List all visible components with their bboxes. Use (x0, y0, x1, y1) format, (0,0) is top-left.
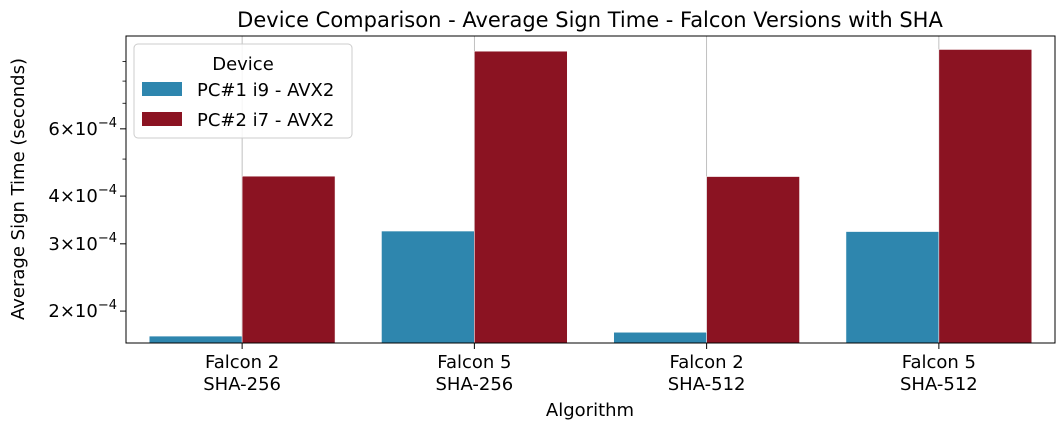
legend-title: Device (212, 54, 274, 75)
chart-title: Device Comparison - Average Sign Time - … (237, 8, 943, 32)
y-tick-label: 3×10−4 (48, 231, 117, 255)
bar-series1-4 (845, 231, 940, 344)
x-tick-label: SHA-256 (203, 374, 281, 395)
x-tick-label: SHA-512 (668, 374, 746, 395)
bar-series2-1 (241, 175, 336, 344)
legend-swatch-pc2 (142, 112, 182, 126)
y-axis: 2×10−4 3×10−4 4×10−4 6×10−4 (48, 61, 126, 322)
plot-frame (125, 35, 1056, 344)
bars (148, 49, 1033, 344)
bar-series1-2 (381, 230, 475, 344)
x-tick-label: SHA-512 (900, 374, 978, 395)
y-tick-label: 6×10−4 (48, 116, 117, 140)
y-tick-label: 2×10−4 (48, 298, 117, 322)
x-tick-label: Falcon 5 (902, 352, 976, 373)
legend-swatch-pc1 (142, 82, 182, 96)
legend-label-pc1: PC#1 i9 - AVX2 (197, 80, 334, 101)
bar-series2-2 (474, 50, 568, 344)
x-tick-label: SHA-256 (436, 374, 514, 395)
bar-series1-3 (613, 332, 707, 344)
bar-series1-1 (148, 335, 243, 344)
bar-series2-4 (938, 49, 1033, 344)
legend-box (133, 43, 353, 139)
x-tick-label: Falcon 2 (670, 352, 744, 373)
legend: Device PC#1 i9 - AVX2 PC#2 i7 - AVX2 (133, 43, 353, 139)
x-tick-label: Falcon 2 (205, 352, 279, 373)
y-tick-label: 4×10−4 (48, 183, 117, 207)
x-axis-label: Algorithm (546, 400, 634, 421)
y-axis-label: Average Sign Time (seconds) (8, 58, 29, 320)
legend-label-pc2: PC#2 i7 - AVX2 (197, 110, 334, 131)
x-tick-label: Falcon 5 (437, 352, 511, 373)
bar-series2-3 (706, 176, 800, 344)
